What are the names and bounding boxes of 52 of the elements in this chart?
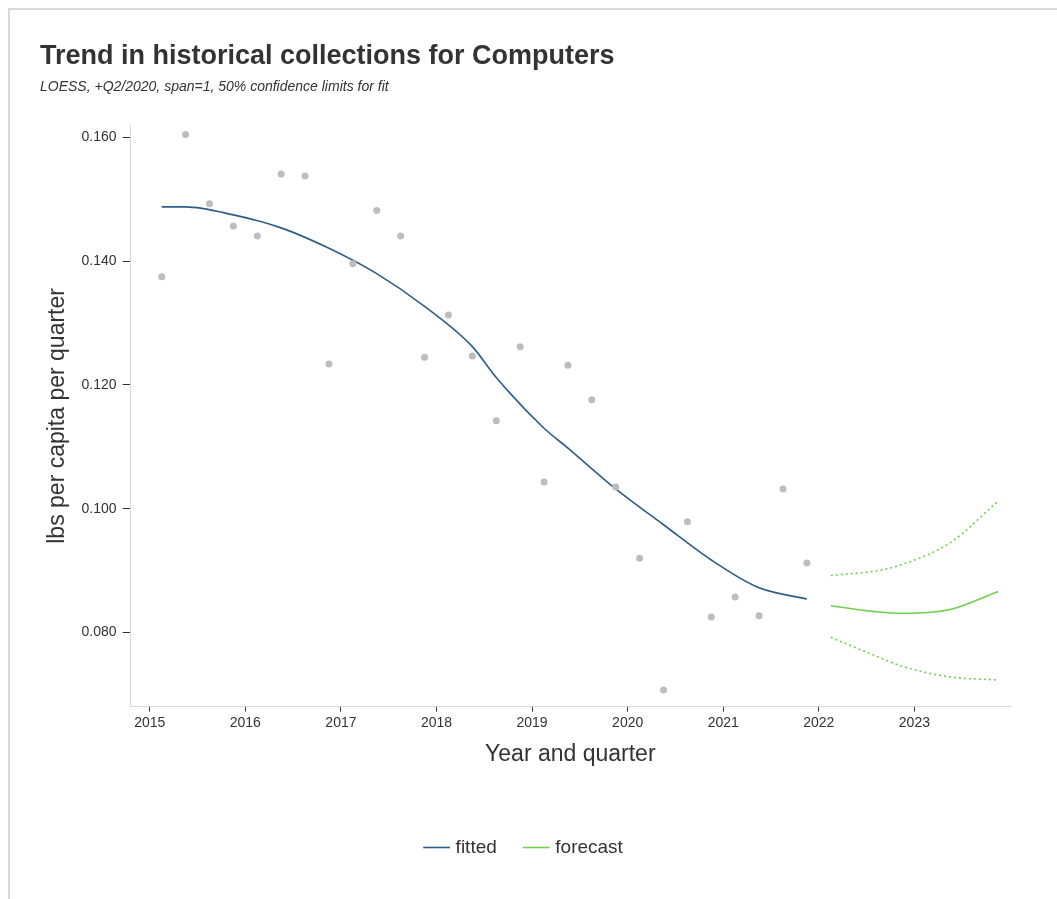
point	[444, 311, 452, 319]
line-series	[160, 206, 808, 600]
point	[731, 593, 739, 601]
point	[158, 273, 166, 281]
x-tick-label: 2023	[898, 713, 931, 730]
point	[612, 483, 620, 491]
point	[397, 232, 405, 240]
y-tick-label: 0.160	[81, 128, 117, 145]
chart-title: Trend in historical collections for Computers	[40, 39, 615, 70]
x-tick-label: 2022	[803, 713, 835, 730]
y-tick-label: 0.140	[81, 252, 117, 269]
x-tick-label: 2020	[612, 713, 644, 730]
point	[253, 232, 261, 240]
point	[564, 361, 572, 369]
point	[707, 613, 715, 621]
point	[755, 612, 763, 620]
x-tick-label: 2021	[707, 713, 740, 730]
point	[468, 352, 476, 360]
point	[349, 260, 357, 268]
point	[588, 396, 596, 404]
legend-label: forecast	[555, 835, 624, 857]
chart-subtitle: LOESS, +Q2/2020, span=1, 50% confidence limits for fit	[40, 77, 390, 94]
legend-label: fitted	[455, 835, 497, 857]
point	[803, 559, 811, 567]
point	[516, 343, 524, 351]
x-axis-title: Year and quarter	[485, 739, 656, 766]
point	[779, 485, 787, 493]
point	[540, 478, 548, 486]
x-tick-label: 2016	[229, 713, 262, 730]
point	[301, 172, 309, 180]
y-axis-title: lbs per capita per quarter	[43, 287, 70, 544]
line-series	[829, 500, 999, 577]
point	[182, 130, 190, 138]
point	[636, 554, 644, 562]
point	[229, 222, 237, 230]
y-tick-label: 0.100	[81, 499, 117, 516]
line-series	[829, 636, 999, 681]
point	[421, 353, 429, 361]
x-tick-label: 2018	[420, 713, 453, 730]
point	[683, 518, 691, 526]
x-tick-label: 2017	[325, 713, 357, 730]
point	[373, 207, 381, 215]
x-tick-label: 2019	[516, 713, 548, 730]
y-tick-label: 0.080	[81, 623, 117, 640]
y-tick-label: 0.120	[81, 375, 117, 392]
point	[325, 360, 333, 368]
point	[492, 417, 500, 425]
x-tick-label: 2015	[134, 713, 166, 730]
line-series	[829, 590, 999, 615]
point	[205, 200, 213, 208]
point	[660, 686, 668, 694]
point	[277, 170, 285, 178]
